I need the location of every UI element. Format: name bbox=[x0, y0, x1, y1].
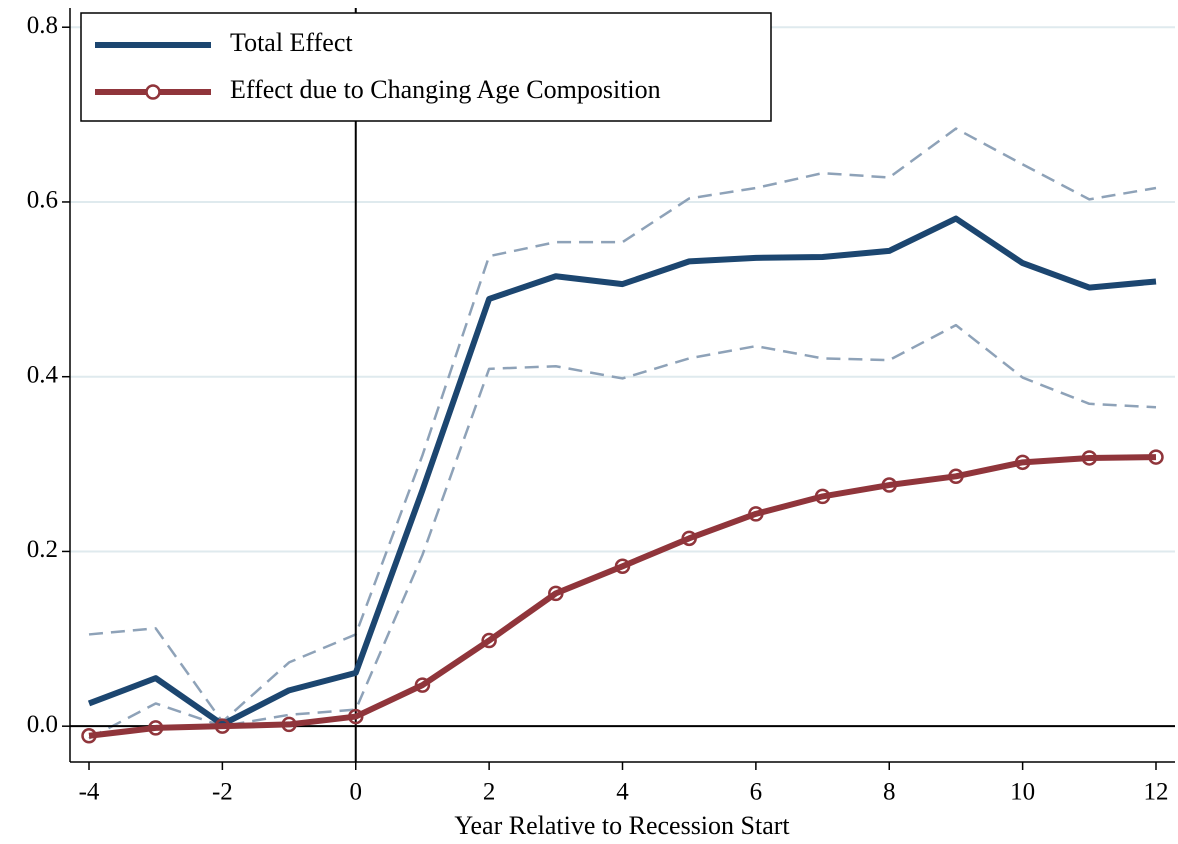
legend-box bbox=[80, 12, 772, 122]
x-tick-label: 6 bbox=[750, 779, 763, 806]
line bbox=[88, 454, 1157, 739]
marker bbox=[281, 716, 297, 733]
y-tick-label: 0.4 bbox=[27, 361, 59, 388]
legend-label: Effect due to Changing Age Composition bbox=[230, 75, 661, 104]
x-tick-label: -2 bbox=[212, 779, 233, 806]
x-tick-label: -4 bbox=[79, 779, 100, 806]
marker bbox=[681, 530, 697, 547]
confidence-band bbox=[88, 323, 1157, 740]
x-tick-label: 10 bbox=[1010, 779, 1035, 806]
y-tick-label: 0.0 bbox=[27, 711, 58, 738]
x-tick-label: 8 bbox=[883, 779, 896, 806]
marker bbox=[1081, 450, 1098, 466]
marker bbox=[214, 718, 231, 734]
marker bbox=[1148, 449, 1164, 465]
marker bbox=[548, 585, 564, 602]
x-tick-label: 2 bbox=[483, 779, 496, 806]
y-tick-label: 0.6 bbox=[27, 187, 58, 214]
marker bbox=[948, 468, 964, 485]
x-tick-label: 0 bbox=[350, 779, 363, 806]
x-tick-label: 12 bbox=[1143, 779, 1168, 806]
marker bbox=[881, 477, 897, 493]
marker bbox=[748, 506, 764, 522]
marker bbox=[1014, 454, 1031, 471]
marker bbox=[414, 677, 431, 693]
marker bbox=[147, 720, 164, 736]
confidence-band bbox=[88, 127, 1157, 724]
legend-marker bbox=[145, 84, 161, 100]
marker bbox=[481, 632, 497, 649]
x-tick-label: 4 bbox=[616, 779, 629, 806]
marker bbox=[348, 708, 364, 725]
x-axis-label: Year Relative to Recession Start bbox=[454, 811, 790, 840]
y-tick-label: 0.8 bbox=[27, 12, 58, 39]
line bbox=[87, 215, 1157, 728]
legend-label: Total Effect bbox=[230, 28, 353, 57]
y-tick-label: 0.2 bbox=[27, 536, 58, 563]
marker bbox=[614, 558, 631, 575]
marker bbox=[814, 488, 831, 505]
marker bbox=[81, 728, 97, 744]
